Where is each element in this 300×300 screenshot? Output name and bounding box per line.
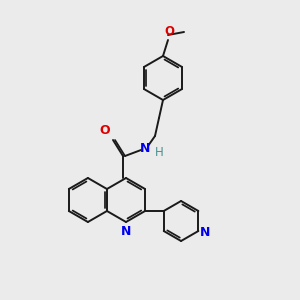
Text: N: N (121, 225, 131, 238)
Text: O: O (164, 25, 174, 38)
Text: N: N (200, 226, 211, 238)
Text: H: H (155, 146, 164, 158)
Text: N: N (140, 142, 150, 154)
Text: O: O (99, 124, 110, 137)
